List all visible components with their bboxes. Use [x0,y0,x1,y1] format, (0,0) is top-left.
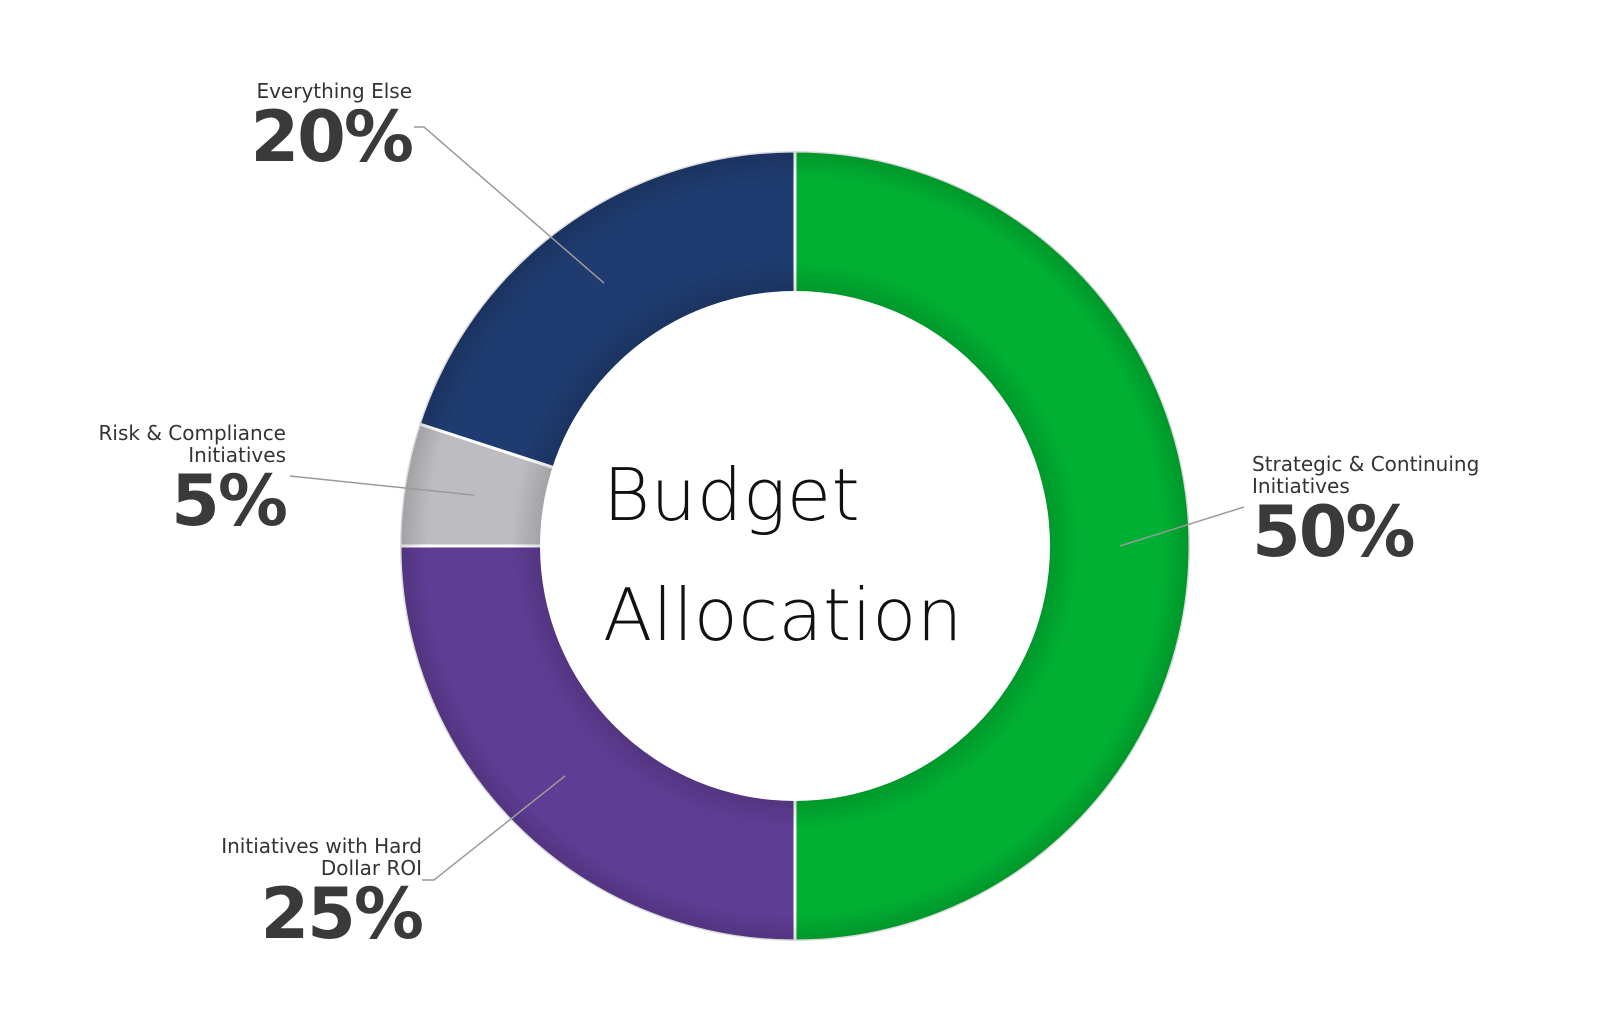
callout-everything-else: Everything Else 20% [180,79,414,178]
callout-risk-value: 5% [171,460,288,542]
callout-everything-else-label: Everything Else [256,79,412,103]
callout-hard-dollar-label-line-1: Initiatives with Hard [221,834,422,858]
callout-strategic-label-line-1: Strategic & Continuing [1252,452,1480,476]
callout-strategic-value: 50% [1252,491,1416,573]
callout-risk-label-line-2: Initiatives [188,443,286,467]
callout-hard-dollar: Initiatives with Hard Dollar ROI 25% [150,834,424,955]
donut-hole [540,291,1050,801]
chart-title-line-2: Allocation [603,573,963,657]
leader-lines [289,126,1245,881]
leader-line-everything-else [414,126,605,284]
chart-title: Budget Allocation [603,435,1023,675]
callout-strategic: Strategic & Continuing Initiatives 50% [1252,453,1582,567]
callout-risk: Risk & Compliance Initiatives 5% [40,421,289,542]
callout-risk-label-line-1: Risk & Compliance [98,421,287,445]
callout-hard-dollar-value: 25% [260,873,424,955]
leader-line-strategic-continuing-initiatives [1119,506,1245,547]
callout-strategic-label-line-2: Initiatives [1252,474,1350,498]
leader-line-initiatives-with-hard-dollar-roi [422,775,566,881]
leader-line-risk-compliance-initiatives [289,475,475,496]
chart-title-line-1: Budget [603,453,861,537]
callout-everything-else-value: 20% [250,96,414,178]
callout-hard-dollar-label-line-2: Dollar ROI [320,856,422,880]
